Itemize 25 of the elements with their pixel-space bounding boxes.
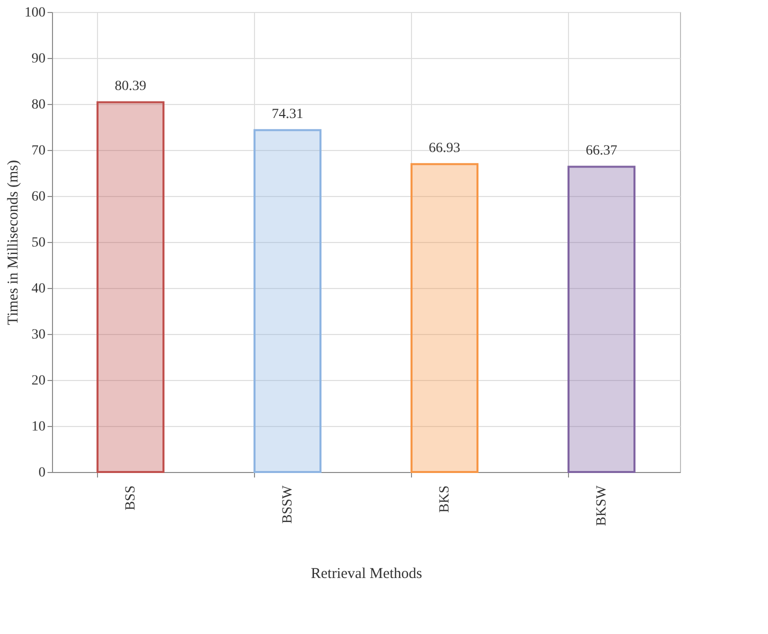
- y-tick-label: 50: [32, 236, 46, 250]
- x-tick-label: BSS: [124, 486, 138, 510]
- data-label: 74.31: [272, 107, 304, 122]
- y-axis-title: Times in Milliseconds (ms): [6, 160, 22, 325]
- y-tick-label: 60: [32, 190, 46, 204]
- bar: [568, 166, 636, 473]
- data-label: 66.37: [586, 144, 618, 159]
- y-tick-label: 80: [32, 98, 46, 112]
- bar: [410, 163, 478, 473]
- x-axis-title: Retrieval Methods: [310, 566, 422, 582]
- x-tick-label: BKSW: [594, 484, 610, 526]
- data-label: 66.93: [428, 141, 460, 156]
- bar: [96, 101, 164, 473]
- y-tick-label: 100: [24, 6, 46, 20]
- y-tick-label: 10: [32, 420, 46, 434]
- y-tick-label: 90: [32, 52, 46, 66]
- bar: [254, 129, 322, 473]
- x-tick-label: BSSW: [280, 484, 296, 524]
- x-tick-label: BKS: [438, 486, 452, 513]
- y-tick-label: 30: [32, 328, 46, 342]
- y-tick-label: 0: [38, 466, 46, 480]
- y-tick-label: 40: [32, 282, 46, 296]
- data-label: 80.39: [114, 79, 146, 94]
- y-tick-label: 70: [32, 144, 46, 158]
- y-tick-label: 20: [32, 374, 46, 388]
